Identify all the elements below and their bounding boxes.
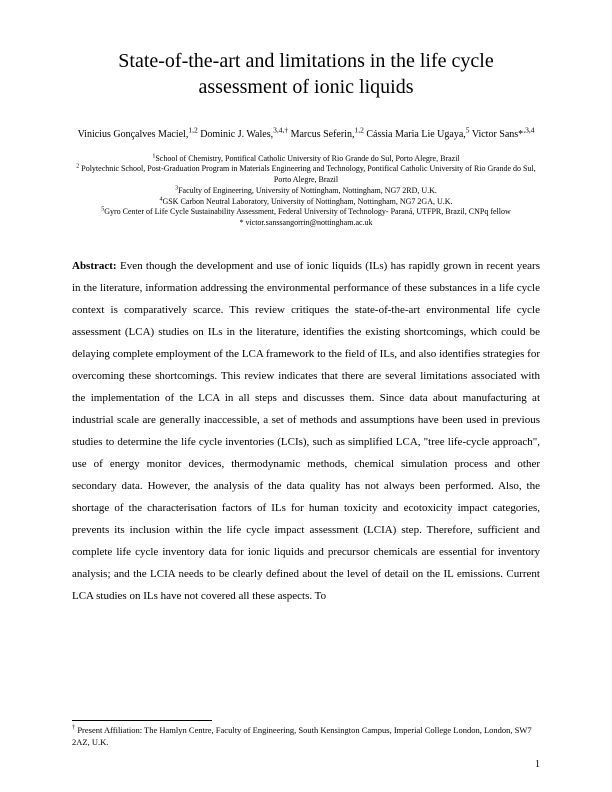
- abstract-text: Even though the development and use of i…: [72, 260, 540, 602]
- author-list: Vinicius Gonçalves Maciel,1,2 Dominic J.…: [72, 128, 540, 142]
- footnote-text: † Present Affiliation: The Hamlyn Centre…: [72, 725, 540, 748]
- abstract-label: Abstract:: [72, 260, 117, 272]
- footnote-area: † Present Affiliation: The Hamlyn Centre…: [72, 710, 540, 748]
- paper-title: State-of-the-art and limitations in the …: [72, 48, 540, 100]
- page-number: 1: [535, 759, 540, 770]
- affiliation-list: 1School of Chemistry, Pontifical Catholi…: [72, 154, 540, 230]
- paper-page: State-of-the-art and limitations in the …: [0, 0, 612, 792]
- footnote-rule: [72, 720, 212, 721]
- abstract-block: Abstract: Even though the development an…: [72, 255, 540, 607]
